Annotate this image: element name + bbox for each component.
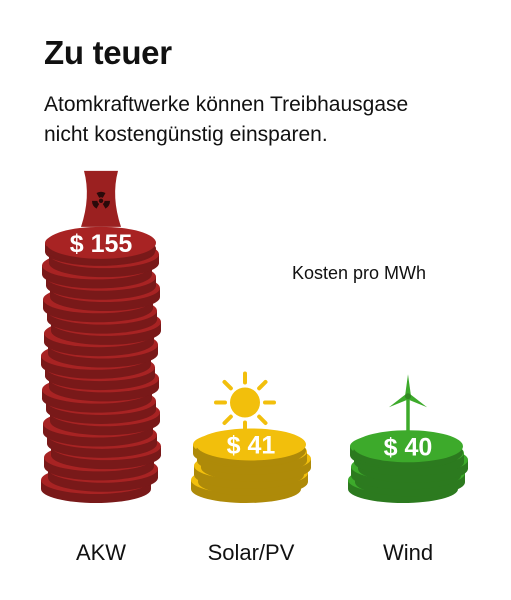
chart-subtitle: Atomkraftwerke können Treibhausgase nich… [44, 90, 484, 150]
category-labels: AKW Solar/PV Wind [76, 540, 433, 565]
bar-akw: $ 155 [41, 226, 161, 503]
subtitle-line-2: nicht kostengünstig einsparen. [44, 123, 328, 146]
value-label-akw: $ 155 [70, 230, 133, 258]
subtitle-line-1: Atomkraftwerke können Treibhausgase [44, 93, 409, 116]
nuclear-cooling-tower-icon [81, 170, 121, 227]
value-label-wind: $ 40 [384, 433, 433, 461]
sun-icon [214, 371, 276, 434]
unit-note: Kosten pro MWh [292, 263, 426, 283]
category-label-solar-pv: Solar/PV [208, 540, 295, 565]
category-label-akw: AKW [76, 540, 126, 565]
icons-group [81, 170, 428, 434]
top-coin [196, 428, 306, 461]
top-coin [353, 430, 463, 463]
wind-turbine-icon [388, 374, 428, 433]
bar-wind: $ 40 [348, 430, 468, 503]
chart-title: Zu teuer [44, 34, 172, 71]
category-label-wind: Wind [383, 540, 433, 565]
bar-solar-pv: $ 41 [191, 428, 311, 503]
top-coin [46, 226, 156, 259]
stacks-group: $ 155 $ 41 $ 40 [41, 226, 468, 503]
value-label-solar-pv: $ 41 [227, 431, 276, 459]
